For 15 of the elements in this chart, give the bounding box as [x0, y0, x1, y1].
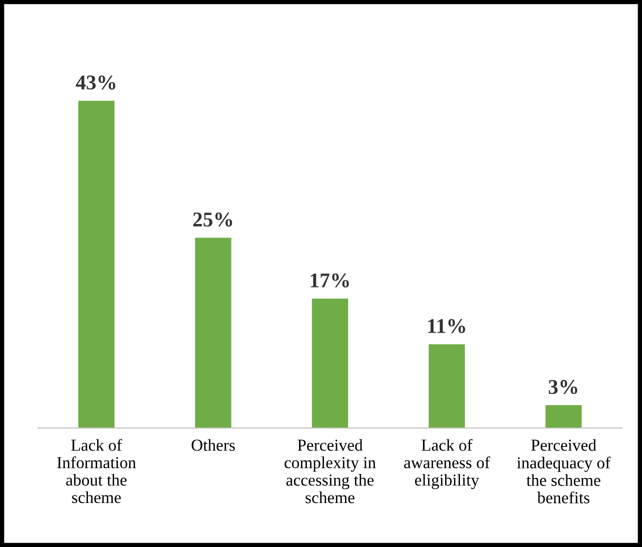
data-label: 25%	[193, 212, 232, 227]
bar	[428, 344, 465, 428]
x-tick-label: Perceived inadequacy of the scheme benefits	[516, 439, 611, 504]
bar	[312, 298, 348, 428]
x-tick-label: Others	[192, 439, 235, 451]
data-label: 11%	[428, 319, 466, 334]
bar	[78, 100, 115, 428]
data-label: 17%	[310, 273, 349, 288]
x-tick-label: Perceived complexity in accessing the scheme	[284, 439, 376, 504]
x-tick-label: Lack of awareness of eligibility	[404, 438, 490, 490]
data-label: 3%	[548, 380, 578, 394]
x-tick-label: Lack of Information about the scheme	[57, 438, 136, 504]
bar	[545, 405, 582, 428]
data-label: 43%	[76, 75, 116, 90]
bar	[195, 238, 232, 428]
